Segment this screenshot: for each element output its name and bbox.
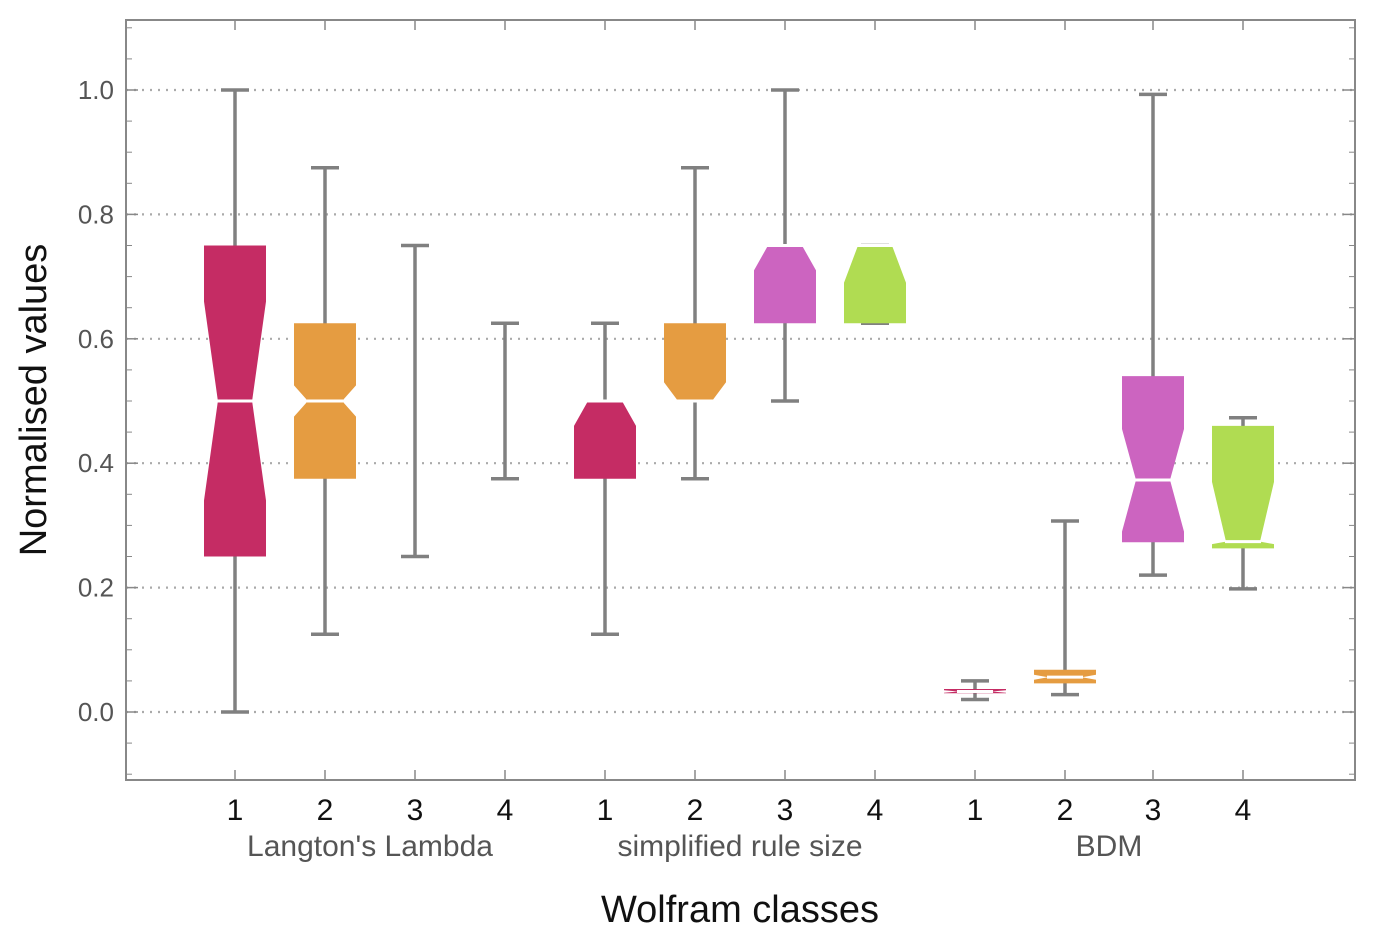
x-tick-label: 2 [1057, 794, 1074, 827]
x-tick-label: 1 [967, 794, 984, 827]
x-tick-label: 2 [317, 794, 334, 827]
y-axis-label: Normalised values [13, 244, 55, 557]
box-body [1122, 376, 1184, 543]
x-tick-label: 1 [227, 794, 244, 827]
box-body [574, 401, 636, 479]
x-tick-label: 3 [777, 794, 794, 827]
y-tick-label: 0.2 [78, 573, 114, 603]
x-tick-label: 1 [597, 794, 614, 827]
x-tick-label: 3 [407, 794, 424, 827]
y-tick-label: 0.6 [78, 324, 114, 354]
x-axis-label: Wolfram classes [601, 889, 879, 931]
box-body [844, 245, 906, 324]
y-tick-label: 0.0 [78, 697, 114, 727]
plot-frame [125, 19, 1356, 781]
group-label: BDM [1076, 830, 1143, 863]
x-tick-label: 2 [687, 794, 704, 827]
x-tick-label: 4 [1235, 794, 1252, 827]
group-label: simplified rule size [617, 830, 862, 863]
box-body [664, 323, 726, 401]
x-tick-label: 3 [1145, 794, 1162, 827]
y-tick-label: 0.8 [78, 199, 114, 229]
y-tick-label: 0.4 [78, 448, 114, 478]
group-label: Langton's Lambda [247, 830, 493, 863]
y-tick-label: 1.0 [78, 75, 114, 105]
box-layer [204, 88, 1274, 714]
x-tick-label: 4 [497, 794, 514, 827]
x-tick-label: 4 [867, 794, 884, 827]
box-body [754, 245, 816, 324]
box-body [1212, 425, 1274, 549]
